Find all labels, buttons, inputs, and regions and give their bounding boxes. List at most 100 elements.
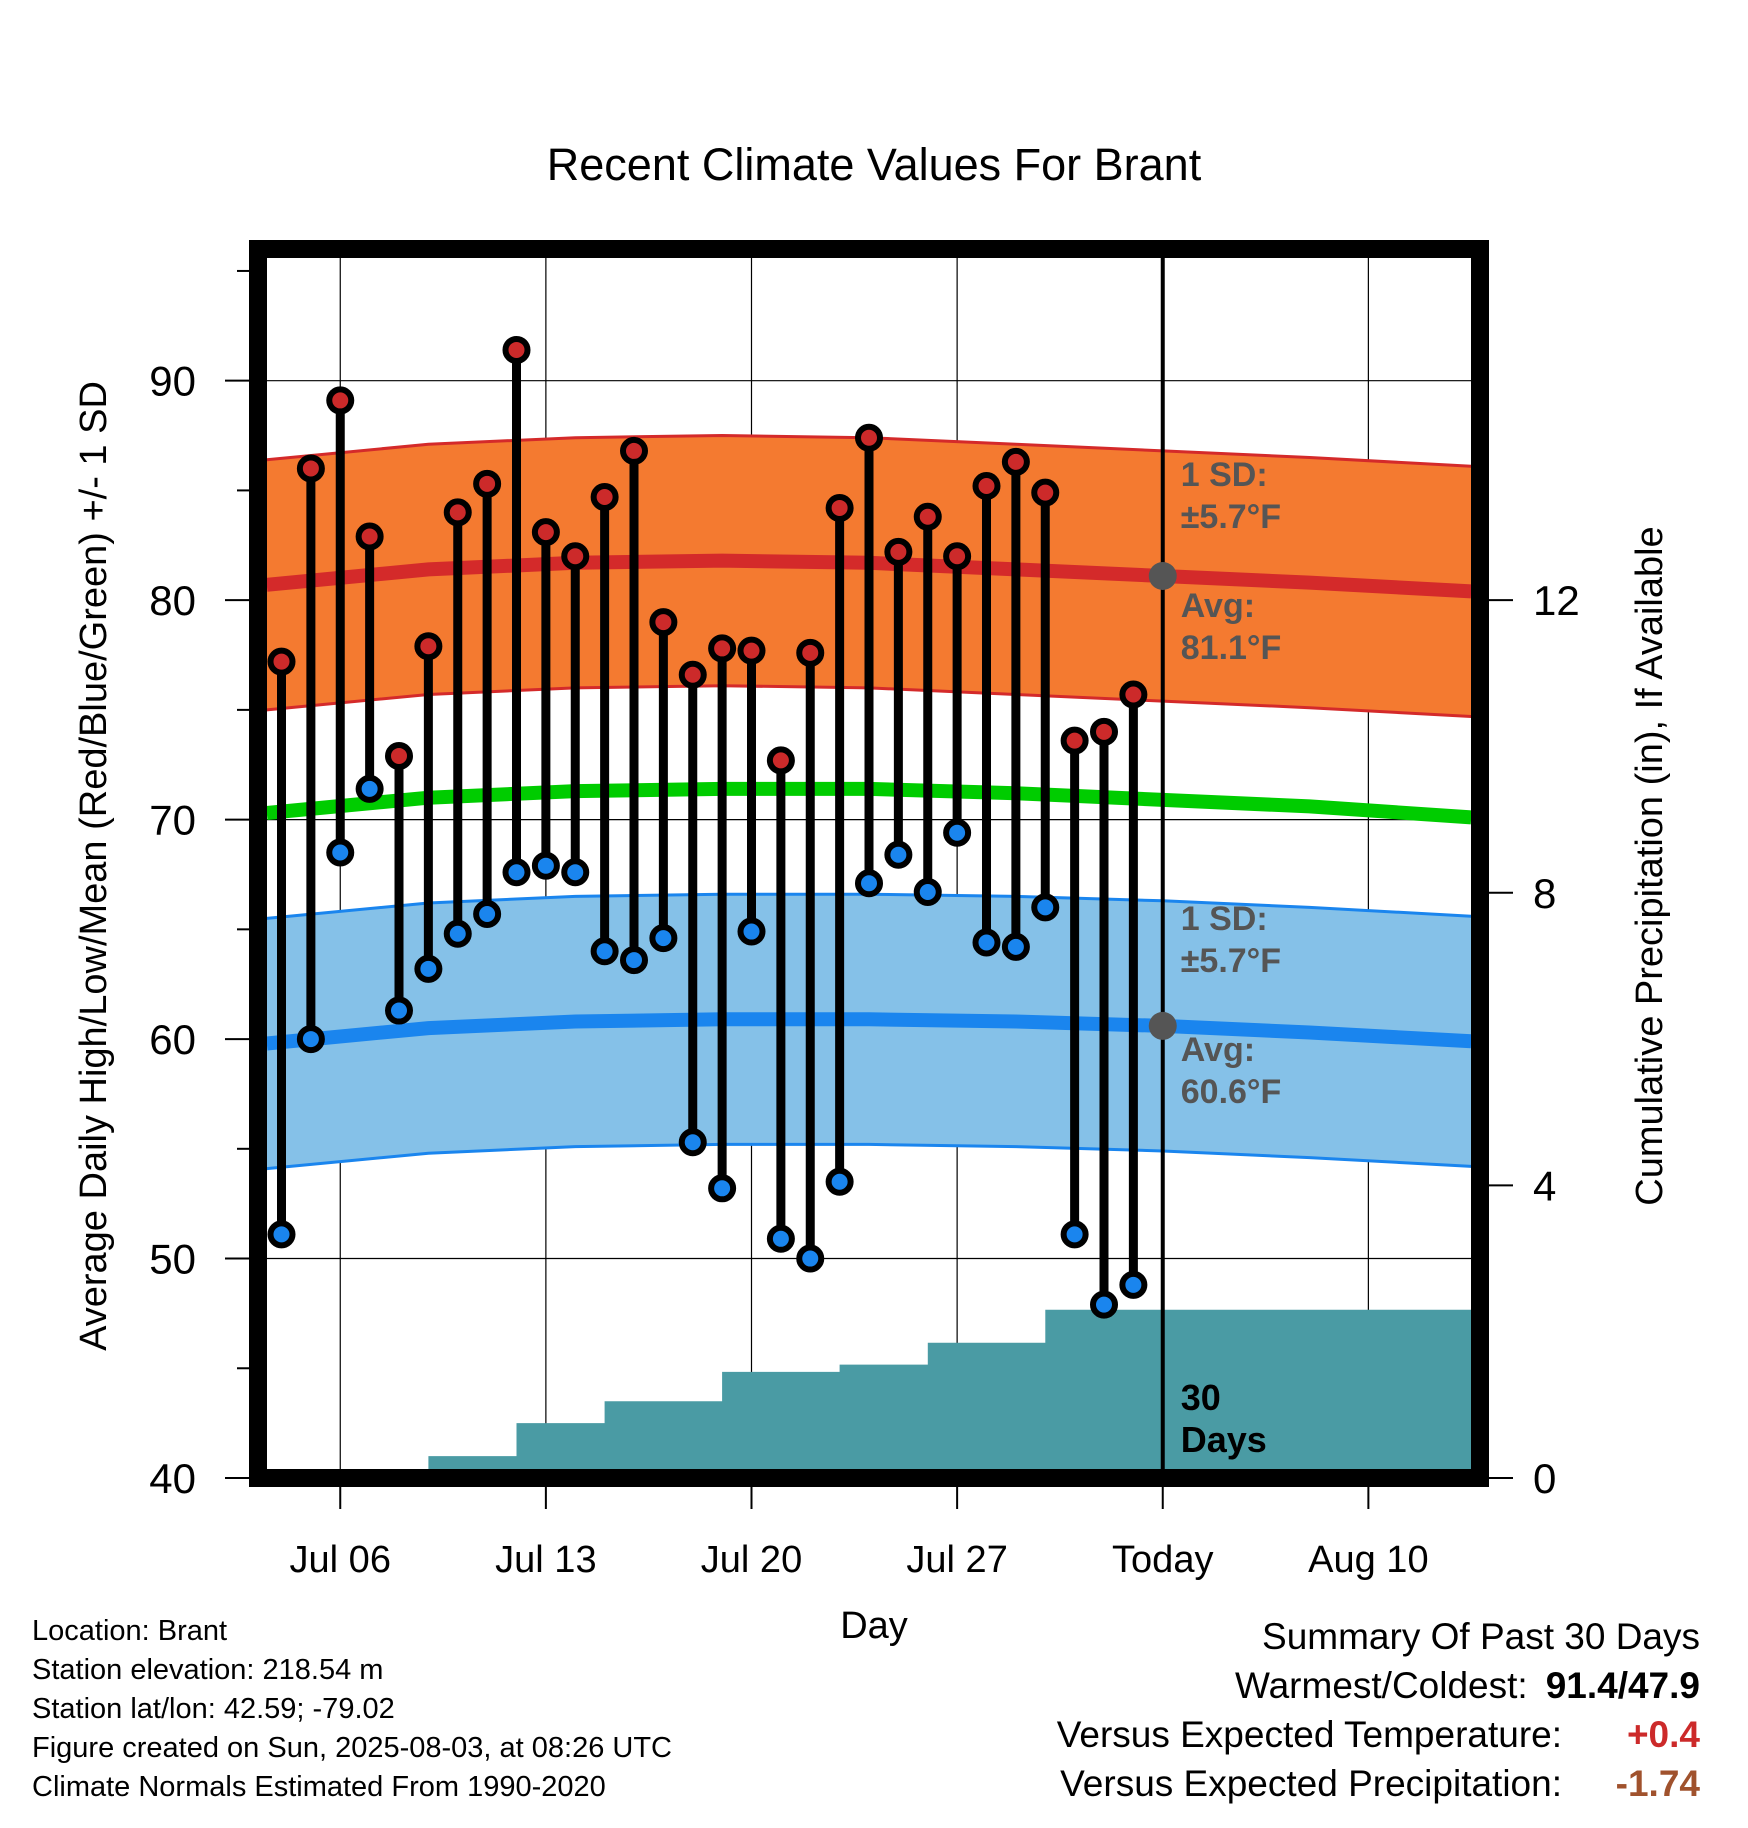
precip-anomaly-label: Versus Expected Precipitation: bbox=[1060, 1763, 1562, 1804]
daily-high-point bbox=[708, 634, 737, 663]
daily-low-point bbox=[1001, 932, 1030, 961]
x-axis-label: Day bbox=[840, 1605, 908, 1647]
daily-high-point bbox=[678, 660, 707, 689]
daily-low-point bbox=[561, 858, 590, 887]
daily-low-point bbox=[385, 996, 413, 1025]
x-tick-label: Jul 06 bbox=[290, 1539, 391, 1581]
daily-high-point bbox=[1090, 717, 1118, 746]
daily-low-point bbox=[267, 1220, 296, 1249]
daily-high-point bbox=[766, 746, 795, 775]
warmest-coldest-label: Warmest/Coldest: bbox=[1235, 1665, 1528, 1706]
daily-high-point bbox=[884, 537, 913, 566]
low-sd-label: 1 SD: bbox=[1181, 900, 1268, 938]
elevation-text: Station elevation: 218.54 m bbox=[32, 1654, 384, 1686]
daily-low-point bbox=[355, 774, 384, 803]
latlon-text: Station lat/lon: 42.59; -79.02 bbox=[32, 1693, 395, 1725]
daily-low-point bbox=[1031, 893, 1060, 922]
daily-low-point bbox=[766, 1224, 795, 1253]
daily-low-point bbox=[590, 937, 619, 966]
daily-high-point bbox=[296, 454, 325, 483]
daily-low-point bbox=[620, 946, 648, 975]
daily-high-point bbox=[502, 335, 531, 364]
daily-low-point bbox=[855, 869, 883, 898]
daily-high-point bbox=[590, 482, 619, 511]
days-label-count: 30 bbox=[1181, 1377, 1221, 1418]
daily-low-point bbox=[737, 917, 766, 946]
daily-low-point bbox=[296, 1025, 325, 1054]
precip-anomaly-value: -1.74 bbox=[1615, 1763, 1700, 1804]
daily-high-point bbox=[267, 647, 296, 676]
plot-frame bbox=[249, 240, 1489, 1487]
low-avg-label: Avg: bbox=[1181, 1031, 1255, 1069]
summary-panel: Summary Of Past 30 Days Warmest/Coldest:… bbox=[1057, 1612, 1700, 1808]
warmest-coldest-row: Warmest/Coldest: 91.4/47.9 bbox=[1057, 1661, 1700, 1710]
x-tick-label: Today bbox=[1112, 1539, 1213, 1581]
daily-high-point bbox=[531, 518, 560, 547]
normals-text: Climate Normals Estimated From 1990-2020 bbox=[32, 1771, 606, 1803]
normal-low-lower-edge bbox=[266, 1142, 1472, 1171]
precip-anomaly-row: Versus Expected Precipitation: -1.74 bbox=[1057, 1759, 1700, 1808]
normal-low-mean-line bbox=[266, 1012, 1472, 1051]
y2-tick-label: 4 bbox=[1533, 1162, 1556, 1209]
daily-low-point bbox=[972, 928, 1001, 957]
daily-high-point bbox=[443, 498, 472, 527]
y-tick-label: 50 bbox=[149, 1236, 196, 1283]
daily-high-point bbox=[1119, 680, 1148, 709]
y-tick-label: 70 bbox=[149, 797, 196, 844]
daily-high-point bbox=[649, 608, 678, 637]
daily-high-point bbox=[620, 436, 648, 465]
daily-low-point bbox=[326, 838, 355, 867]
daily-high-point bbox=[385, 741, 413, 770]
plot-area: 1 SD: ±5.7°F Avg: 81.1°F 1 SD: ±5.7°F Avg: 60.6… bbox=[149, 240, 1580, 1581]
daily-low-point bbox=[913, 878, 942, 907]
y2-tick-label: 8 bbox=[1533, 870, 1556, 917]
daily-high-point bbox=[737, 636, 766, 665]
precipitation-area bbox=[266, 1309, 1472, 1478]
days-label-word: Days bbox=[1181, 1419, 1267, 1460]
daily-high-point bbox=[855, 423, 883, 452]
chart-title: Recent Climate Values For Brant bbox=[547, 139, 1202, 190]
daily-high-point bbox=[355, 522, 384, 551]
y2-tick-label: 0 bbox=[1533, 1455, 1556, 1502]
daily-low-point bbox=[1090, 1290, 1118, 1319]
normal-low-sd-band bbox=[266, 894, 1472, 1169]
y-tick-label: 40 bbox=[149, 1455, 196, 1502]
daily-low-point bbox=[1060, 1220, 1089, 1249]
y2-axis-label: Cumulative Precipitation (in), If Availa… bbox=[1629, 526, 1671, 1205]
daily-low-point bbox=[943, 818, 972, 847]
daily-high-point bbox=[473, 469, 502, 498]
high-sd-label: 1 SD: bbox=[1181, 456, 1268, 494]
daily-low-point bbox=[473, 899, 502, 928]
high-sd-value: ±5.7°F bbox=[1181, 498, 1281, 536]
summary-title: Summary Of Past 30 Days bbox=[1262, 1616, 1700, 1657]
x-tick-label: Jul 13 bbox=[495, 1539, 596, 1581]
daily-low-point bbox=[502, 858, 531, 887]
daily-low-point bbox=[1119, 1270, 1148, 1299]
daily-high-point bbox=[414, 632, 443, 661]
x-tick-label: Jul 27 bbox=[906, 1539, 1007, 1581]
daily-high-point bbox=[1060, 726, 1089, 755]
daily-low-point bbox=[531, 851, 560, 880]
y-axis-label: Average Daily High/Low/Mean (Red/Blue/Gr… bbox=[73, 381, 115, 1351]
daily-high-point bbox=[326, 386, 355, 415]
daily-high-point bbox=[561, 542, 590, 571]
daily-high-point bbox=[825, 493, 854, 522]
daily-low-point bbox=[443, 919, 472, 948]
daily-high-point bbox=[913, 502, 942, 531]
daily-low-point bbox=[884, 840, 913, 869]
daily-low-point bbox=[678, 1128, 707, 1157]
low-avg-value: 60.6°F bbox=[1181, 1073, 1282, 1111]
warmest-coldest-value: 91.4/47.9 bbox=[1545, 1665, 1700, 1706]
y-tick-label: 80 bbox=[149, 577, 196, 624]
daily-low-point bbox=[708, 1174, 737, 1203]
high-avg-marker bbox=[1148, 562, 1177, 591]
daily-low-point bbox=[825, 1167, 854, 1196]
daily-low-point bbox=[414, 954, 443, 983]
daily-high-point bbox=[796, 638, 825, 667]
daily-high-point bbox=[943, 542, 972, 571]
high-avg-value: 81.1°F bbox=[1181, 629, 1282, 667]
daily-high-point bbox=[972, 472, 1001, 501]
temp-anomaly-row: Versus Expected Temperature: +0.4 bbox=[1057, 1710, 1700, 1759]
y2-tick-label: 12 bbox=[1533, 577, 1580, 624]
daily-high-point bbox=[1001, 447, 1030, 476]
